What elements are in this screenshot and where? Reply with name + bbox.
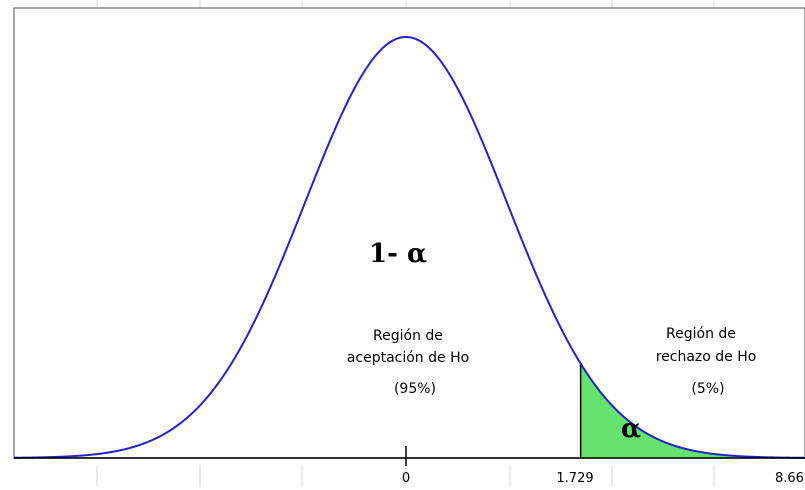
rejection-region-label-line1: Región de: [666, 326, 736, 342]
acceptance-region-percent: (95%): [394, 381, 436, 397]
rejection-region-percent: (5%): [691, 381, 724, 397]
x-tick-label-zero: 0: [402, 471, 410, 486]
plot-frame: [13, 7, 805, 459]
acceptance-region-label-line2: aceptación de Ho: [347, 350, 469, 366]
normal-curve-line: [14, 35, 805, 459]
x-tick-label-critical: 1.729: [556, 471, 593, 486]
bottom-gridlines: [96, 466, 715, 486]
rejection-region-area: [580, 363, 805, 458]
acceptance-region-label-line1: Región de: [373, 328, 443, 344]
one-minus-alpha-label: 1- α: [369, 239, 427, 269]
alpha-label: α: [621, 414, 641, 444]
x-tick-label-max: 8.66: [775, 471, 804, 486]
rejection-region-label-line2: rechazo de Ho: [656, 349, 757, 365]
top-gridlines: [96, 0, 715, 8]
